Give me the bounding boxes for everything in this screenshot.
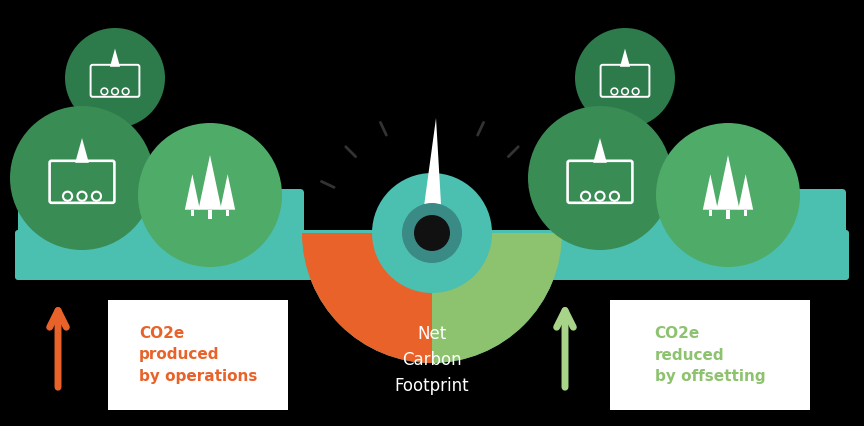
Circle shape: [138, 123, 282, 267]
FancyBboxPatch shape: [15, 230, 849, 280]
Circle shape: [372, 173, 492, 293]
Circle shape: [528, 106, 672, 250]
Bar: [726, 210, 730, 219]
Bar: [208, 210, 212, 219]
Circle shape: [65, 28, 165, 128]
Wedge shape: [302, 233, 432, 363]
Polygon shape: [110, 49, 120, 67]
Polygon shape: [220, 174, 235, 210]
Polygon shape: [620, 49, 630, 67]
Bar: [191, 210, 194, 216]
Polygon shape: [199, 155, 221, 210]
Text: Net
Carbon
Footprint: Net Carbon Footprint: [395, 325, 469, 395]
Text: CO2e
produced
by operations: CO2e produced by operations: [139, 326, 257, 383]
FancyBboxPatch shape: [18, 189, 304, 237]
FancyBboxPatch shape: [108, 300, 288, 410]
Circle shape: [10, 106, 154, 250]
Polygon shape: [185, 174, 200, 210]
Polygon shape: [362, 277, 502, 320]
Polygon shape: [75, 138, 89, 163]
Bar: [709, 210, 712, 216]
Circle shape: [414, 215, 450, 251]
Bar: [745, 210, 746, 216]
Polygon shape: [594, 138, 607, 163]
FancyBboxPatch shape: [556, 189, 846, 237]
Polygon shape: [422, 118, 442, 228]
Circle shape: [402, 203, 462, 263]
Wedge shape: [432, 233, 562, 363]
Polygon shape: [738, 174, 753, 210]
Wedge shape: [302, 233, 562, 363]
FancyBboxPatch shape: [610, 300, 810, 410]
Circle shape: [575, 28, 675, 128]
Polygon shape: [716, 155, 740, 210]
Circle shape: [656, 123, 800, 267]
Polygon shape: [702, 174, 718, 210]
Text: CO2e
reduced
by offsetting: CO2e reduced by offsetting: [655, 326, 766, 383]
Bar: [226, 210, 229, 216]
